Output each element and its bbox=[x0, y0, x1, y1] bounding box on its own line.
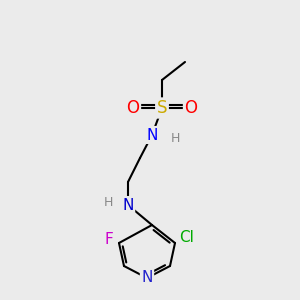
Text: N: N bbox=[146, 128, 158, 142]
Text: H: H bbox=[103, 196, 113, 208]
Text: H: H bbox=[170, 131, 180, 145]
Text: O: O bbox=[127, 99, 140, 117]
Text: N: N bbox=[141, 271, 153, 286]
Text: O: O bbox=[184, 99, 197, 117]
Text: N: N bbox=[122, 197, 134, 212]
Text: Cl: Cl bbox=[180, 230, 194, 245]
Text: F: F bbox=[105, 232, 113, 247]
Text: S: S bbox=[157, 99, 167, 117]
